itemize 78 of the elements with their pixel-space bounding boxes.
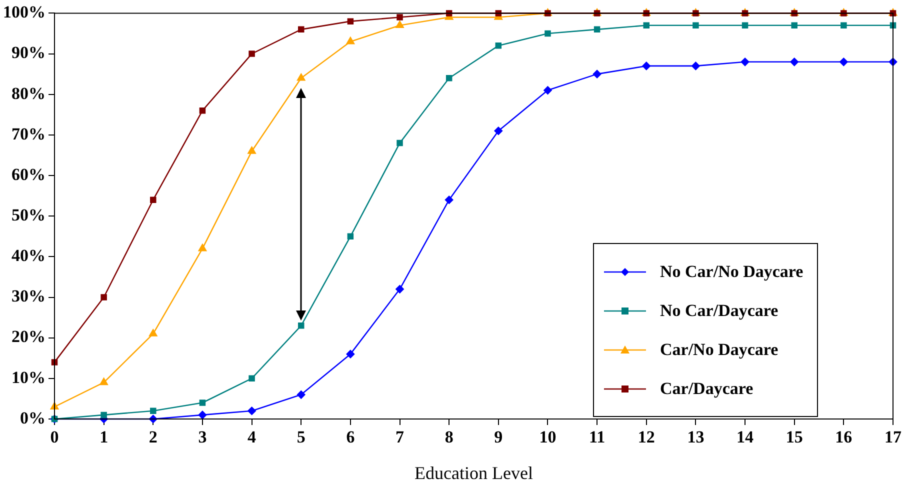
point [346,36,355,44]
point [446,75,452,82]
x-tick-label: 16 [835,428,852,447]
point [396,284,404,294]
y-tick-label: 20% [12,327,46,346]
point [692,22,699,28]
point [840,58,848,66]
point [396,140,403,146]
point [150,196,156,203]
y-tick-label: 30% [12,286,46,306]
legend-label: No Car/Daycare [660,300,778,320]
point [297,73,306,81]
point [592,70,602,78]
point [742,22,748,28]
y-tick-label: 90% [12,43,46,62]
point [248,146,256,154]
point [149,329,158,336]
x-tick-label: 9 [494,428,503,447]
y-tick-label: 80% [12,84,46,103]
x-tick-label: 8 [444,428,454,447]
point [100,412,107,418]
point [740,58,750,66]
y-tick-label: 10% [12,368,46,387]
point [100,378,108,386]
point [199,107,206,114]
point [494,126,503,136]
point [347,233,354,240]
point [396,20,404,28]
x-tick-label: 1 [100,428,108,447]
point [544,86,552,94]
x-tick-label: 14 [736,428,754,447]
legend-label: No Car/No Daycare [660,262,804,282]
x-tick-label: 5 [296,428,306,447]
y-tick-label: 0% [20,408,46,428]
y-tick-label: 70% [12,124,46,144]
point [396,14,403,20]
point [100,294,107,300]
point [791,22,798,28]
x-tick-label: 17 [884,428,902,447]
point [248,375,255,382]
y-tick-label: 100% [3,2,46,22]
point [198,244,207,252]
x-axis-title: Education Level [414,462,533,483]
x-tick-label: 10 [539,428,556,447]
point [643,22,650,28]
point [495,42,502,49]
point [840,22,847,28]
x-tick-label: 13 [687,428,704,447]
point [642,62,651,70]
point [298,26,304,33]
point [298,322,304,329]
point [296,390,306,399]
point [692,62,700,70]
point [150,408,156,414]
point [199,400,206,406]
legend-label: Car/No Daycare [660,340,778,360]
x-tick-label: 7 [396,428,405,447]
x-tick-label: 11 [589,428,606,447]
x-tick-label: 0 [50,428,59,447]
y-tick-label: 50% [12,205,46,224]
point [790,58,799,66]
x-tick-label: 15 [786,428,803,447]
x-tick-label: 4 [248,428,257,447]
point [594,26,600,33]
point [444,196,454,204]
y-tick-label: 40% [12,246,46,266]
legend-label: Car/Daycare [660,378,754,398]
point [198,410,207,420]
y-tick-label: 60% [12,164,46,184]
point [346,350,355,358]
point [248,50,255,57]
point [347,18,354,24]
x-tick-label: 3 [198,428,207,447]
x-tick-label: 6 [346,428,355,447]
x-tick-label: 12 [638,428,655,447]
x-tick-label: 2 [148,428,158,447]
point [544,30,551,37]
point [248,406,256,416]
